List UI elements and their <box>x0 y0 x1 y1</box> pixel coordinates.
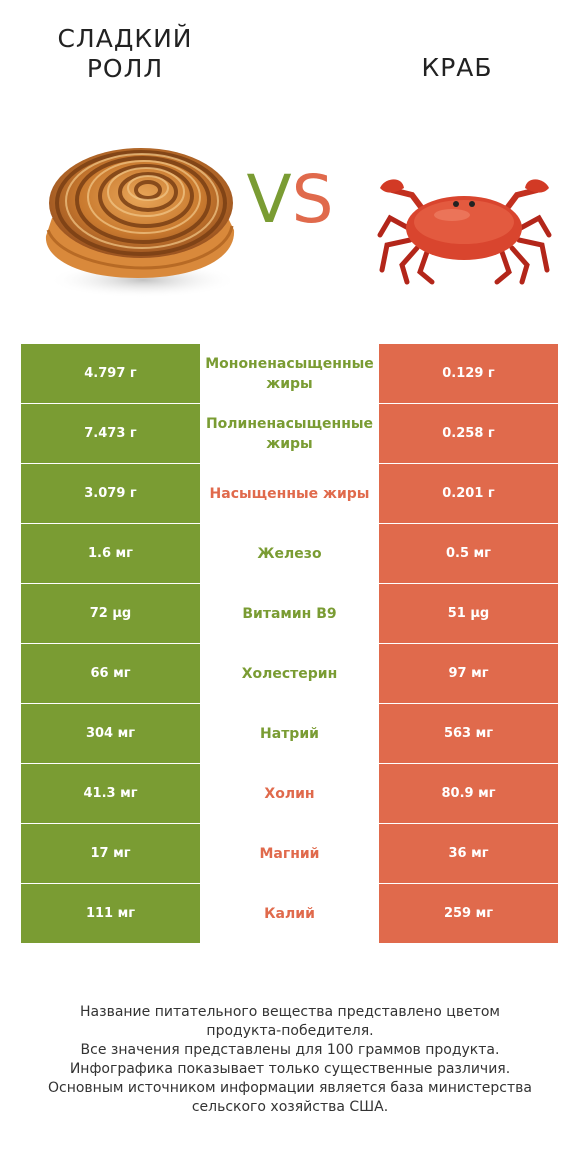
table-row: 72 µg Витамин B9 51 µg <box>21 584 558 644</box>
nutrient-label: Полиненасыщенные жиры <box>205 415 374 452</box>
table-row: 41.3 мг Холин 80.9 мг <box>21 764 558 824</box>
table-row: 3.079 г Насыщенные жиры 0.201 г <box>21 464 558 524</box>
right-value: 97 мг <box>379 644 558 703</box>
left-value: 72 µg <box>21 584 200 643</box>
footnote-line: продукта-победителя. <box>206 1023 374 1039</box>
footnote-line: Название питательного вещества представл… <box>80 1004 500 1020</box>
footnote-line: Все значения представлены для 100 граммо… <box>80 1042 500 1058</box>
crab-image <box>372 160 557 285</box>
left-value: 41.3 мг <box>21 764 200 823</box>
right-value: 563 мг <box>379 704 558 763</box>
right-product-title: КРАБ <box>421 53 493 82</box>
footnote-line: Инфографика показывает только существенн… <box>69 1061 511 1077</box>
table-row: 7.473 г Полиненасыщенные жиры 0.258 г <box>21 404 558 464</box>
table-row: 1.6 мг Железо 0.5 мг <box>21 524 558 584</box>
vs-s-letter: S <box>291 161 334 238</box>
left-value: 1.6 мг <box>21 524 200 583</box>
nutrient-name: Магний <box>200 824 379 883</box>
table-row: 17 мг Магний 36 мг <box>21 824 558 884</box>
footnote: Название питательного вещества представл… <box>20 1003 560 1117</box>
table-row: 66 мг Холестерин 97 мг <box>21 644 558 704</box>
nutrient-name: Насыщенные жиры <box>200 464 379 523</box>
nutrient-name: Полиненасыщенные жиры <box>200 404 379 463</box>
nutrient-label: Насыщенные жиры <box>209 485 370 502</box>
right-value: 36 мг <box>379 824 558 883</box>
nutrient-name: Железо <box>200 524 379 583</box>
left-value: 7.473 г <box>21 404 200 463</box>
table-row: 304 мг Натрий 563 мг <box>21 704 558 764</box>
right-value: 259 мг <box>379 884 558 943</box>
vs-label: VS <box>225 160 355 240</box>
right-value: 0.201 г <box>379 464 558 523</box>
nutrient-label: Холин <box>264 785 315 802</box>
right-value: 0.129 г <box>379 344 558 403</box>
left-value: 4.797 г <box>21 344 200 403</box>
right-value: 0.5 мг <box>379 524 558 583</box>
comparison-table: 4.797 г Мононенасыщенные жиры 0.129 г 7.473… <box>21 344 558 944</box>
nutrient-label: Мононенасыщенные жиры <box>205 355 374 392</box>
right-value: 51 µg <box>379 584 558 643</box>
nutrient-name: Калий <box>200 884 379 943</box>
right-value: 0.258 г <box>379 404 558 463</box>
left-value: 304 мг <box>21 704 200 763</box>
left-value: 111 мг <box>21 884 200 943</box>
nutrient-name: Натрий <box>200 704 379 763</box>
nutrient-name: Холестерин <box>200 644 379 703</box>
nutrient-label: Витамин B9 <box>242 605 337 622</box>
footnote-line: сельского хозяйства США. <box>191 1099 389 1115</box>
nutrient-name: Холин <box>200 764 379 823</box>
nutrient-name: Мононенасыщенные жиры <box>200 344 379 403</box>
table-row: 111 мг Калий 259 мг <box>21 884 558 944</box>
left-value: 17 мг <box>21 824 200 883</box>
nutrient-label: Магний <box>259 845 320 862</box>
nutrient-label: Калий <box>264 905 315 922</box>
left-product-title: СЛАДКИЙ РОЛЛ <box>57 24 193 83</box>
nutrient-name: Витамин B9 <box>200 584 379 643</box>
nutrient-label: Холестерин <box>241 665 338 682</box>
nutrient-label: Натрий <box>260 725 319 742</box>
left-value: 3.079 г <box>21 464 200 523</box>
vs-v-letter: V <box>246 161 292 238</box>
table-row: 4.797 г Мононенасыщенные жиры 0.129 г <box>21 344 558 404</box>
sweet-roll-image <box>38 118 243 323</box>
nutrient-label: Железо <box>257 545 322 562</box>
footnote-line: Основным источником информации является … <box>48 1080 532 1096</box>
left-value: 66 мг <box>21 644 200 703</box>
right-value: 80.9 мг <box>379 764 558 823</box>
